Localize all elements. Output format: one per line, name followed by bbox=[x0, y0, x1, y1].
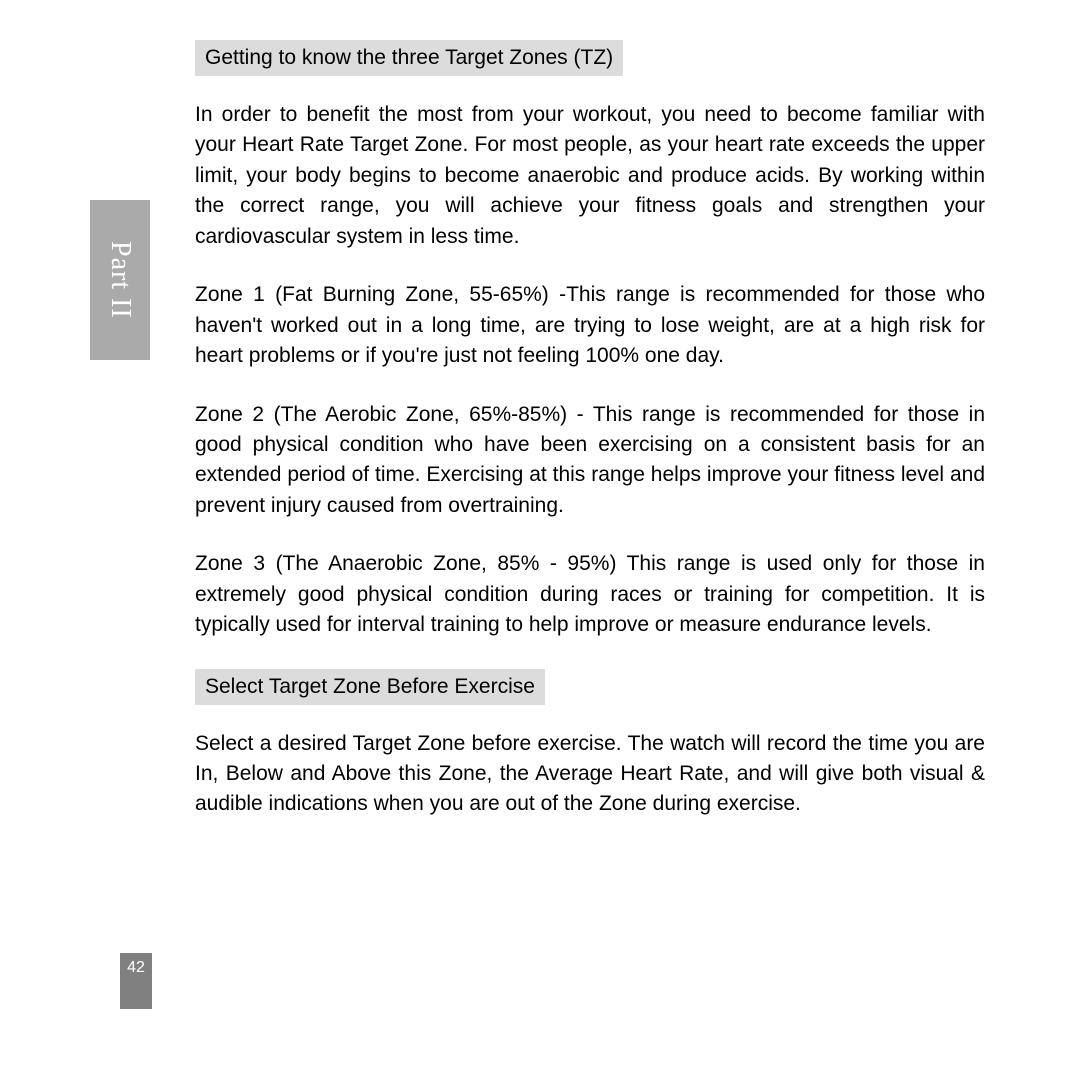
section-heading-2: Select Target Zone Before Exercise bbox=[195, 669, 545, 705]
paragraph-zone2: Zone 2 (The Aerobic Zone, 65%-85%) - Thi… bbox=[195, 400, 985, 522]
paragraph-select: Select a desired Target Zone before exer… bbox=[195, 729, 985, 820]
document-page: Part II Getting to know the three Target… bbox=[0, 0, 1080, 1080]
page-number-value: 42 bbox=[127, 959, 145, 977]
paragraph-zone1: Zone 1 (Fat Burning Zone, 55-65%) -This … bbox=[195, 280, 985, 371]
content-area: Getting to know the three Target Zones (… bbox=[195, 40, 985, 848]
part-tab-label: Part II bbox=[104, 241, 136, 319]
paragraph-intro: In order to benefit the most from your w… bbox=[195, 100, 985, 252]
page-number: 42 bbox=[120, 953, 152, 1009]
paragraph-zone3: Zone 3 (The Anaerobic Zone, 85% - 95%) T… bbox=[195, 549, 985, 640]
part-tab: Part II bbox=[90, 200, 150, 360]
section-heading-1: Getting to know the three Target Zones (… bbox=[195, 40, 623, 76]
